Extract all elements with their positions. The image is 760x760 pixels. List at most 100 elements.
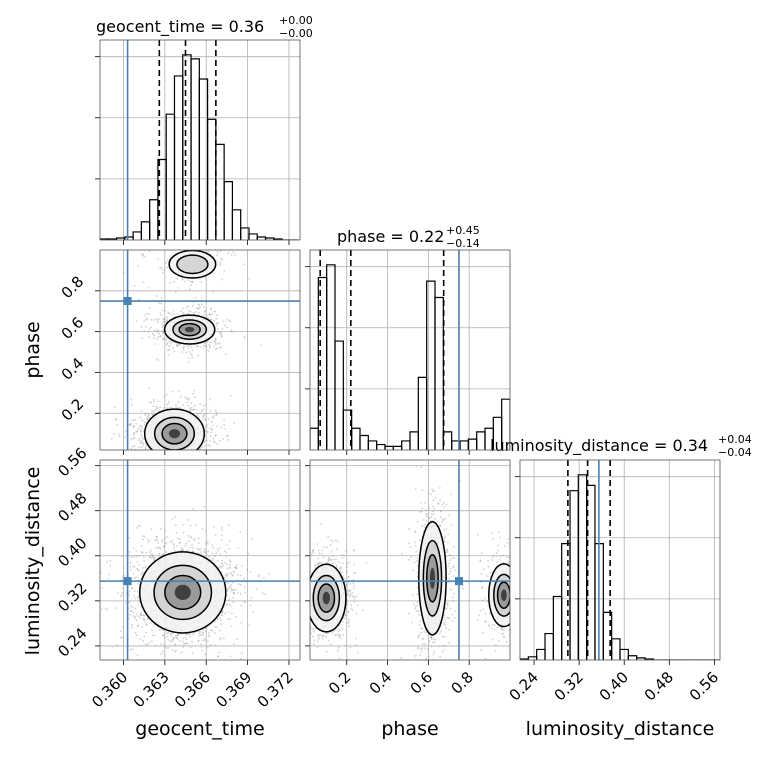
sample-point xyxy=(133,595,135,597)
sample-point xyxy=(353,596,356,598)
sample-point xyxy=(168,664,170,666)
sample-point xyxy=(182,346,185,349)
sample-point xyxy=(311,627,314,630)
sample-point xyxy=(423,642,426,645)
sample-point xyxy=(140,325,143,328)
sample-point xyxy=(207,250,210,253)
sample-point xyxy=(176,634,179,636)
sample-point xyxy=(419,648,422,650)
hist-bar xyxy=(376,443,386,450)
sample-point xyxy=(517,581,519,583)
sample-point xyxy=(305,627,307,629)
sample-point xyxy=(151,414,154,416)
sample-point xyxy=(234,566,237,569)
sample-point xyxy=(223,424,225,426)
sample-point xyxy=(227,582,230,585)
sample-point xyxy=(433,490,436,493)
sample-point xyxy=(148,551,151,554)
sample-point xyxy=(302,584,304,586)
sample-point xyxy=(415,550,418,553)
sample-point xyxy=(308,636,310,638)
hist-bar xyxy=(132,231,142,240)
sample-point xyxy=(497,549,500,552)
sample-point xyxy=(144,565,147,567)
sample-point xyxy=(136,450,138,452)
sample-point xyxy=(422,637,425,640)
sample-point xyxy=(225,555,228,557)
sample-point xyxy=(477,619,479,622)
sample-point xyxy=(347,581,350,584)
sample-point xyxy=(312,549,315,551)
sample-point xyxy=(178,462,180,464)
sample-point xyxy=(317,563,319,566)
sample-point xyxy=(131,615,134,617)
sample-point xyxy=(152,473,154,475)
sample-point xyxy=(120,630,122,633)
sample-point xyxy=(441,635,444,638)
sample-point xyxy=(220,334,223,337)
sample-point xyxy=(480,552,483,555)
sample-point xyxy=(211,313,214,315)
sample-point xyxy=(415,465,418,468)
sample-point xyxy=(203,313,205,316)
hist-panel-luminosity-distance xyxy=(515,459,721,665)
sample-point xyxy=(219,250,222,252)
sample-point xyxy=(190,407,193,409)
sample-point xyxy=(213,632,216,634)
sample-point xyxy=(137,596,139,599)
sample-point xyxy=(505,556,508,558)
sample-point xyxy=(135,463,137,465)
sample-point xyxy=(491,624,494,626)
hist-bar xyxy=(392,445,403,450)
sample-point xyxy=(225,326,228,329)
sample-point xyxy=(219,263,222,266)
truth-marker xyxy=(123,577,132,586)
sample-point xyxy=(198,307,200,310)
sample-point xyxy=(342,554,345,556)
sample-point xyxy=(408,612,411,615)
sample-point xyxy=(186,450,188,452)
sample-point xyxy=(524,615,526,617)
ylabel-luminosity-distance: luminosity_distance xyxy=(22,467,44,656)
sample-point xyxy=(203,550,205,553)
sample-point xyxy=(178,541,181,544)
sample-point xyxy=(448,572,451,575)
sample-point xyxy=(302,578,304,580)
sample-point xyxy=(529,588,531,590)
sample-point xyxy=(355,637,358,640)
sample-point xyxy=(206,646,209,649)
sample-point xyxy=(169,541,172,544)
sample-point xyxy=(137,264,140,267)
sample-point xyxy=(181,278,184,281)
sample-point xyxy=(187,356,190,359)
sample-point xyxy=(308,615,310,617)
sample-point xyxy=(502,632,505,635)
sample-point xyxy=(202,415,205,418)
sample-point xyxy=(109,565,111,567)
hist-clip xyxy=(100,40,299,240)
sample-point xyxy=(223,419,225,422)
sample-point xyxy=(207,349,210,352)
sample-point xyxy=(237,546,240,549)
sample-point xyxy=(228,586,231,588)
sample-point xyxy=(192,508,194,510)
sample-point xyxy=(137,625,139,628)
sample-point xyxy=(212,424,214,427)
sample-point xyxy=(201,303,203,306)
sample-point xyxy=(188,453,190,455)
sample-point xyxy=(420,650,423,653)
sample-point xyxy=(148,642,150,645)
panel-frame xyxy=(519,459,721,661)
sample-point xyxy=(515,604,517,606)
sample-point xyxy=(214,555,217,558)
sample-point xyxy=(199,412,202,415)
sample-point xyxy=(169,633,172,636)
sample-point xyxy=(182,348,185,351)
sample-point xyxy=(498,531,500,534)
sample-point xyxy=(152,410,155,413)
sample-point xyxy=(301,567,303,569)
sample-point xyxy=(525,601,527,603)
sample-point xyxy=(146,618,149,621)
sample-point xyxy=(162,553,164,555)
sample-point xyxy=(243,263,246,266)
